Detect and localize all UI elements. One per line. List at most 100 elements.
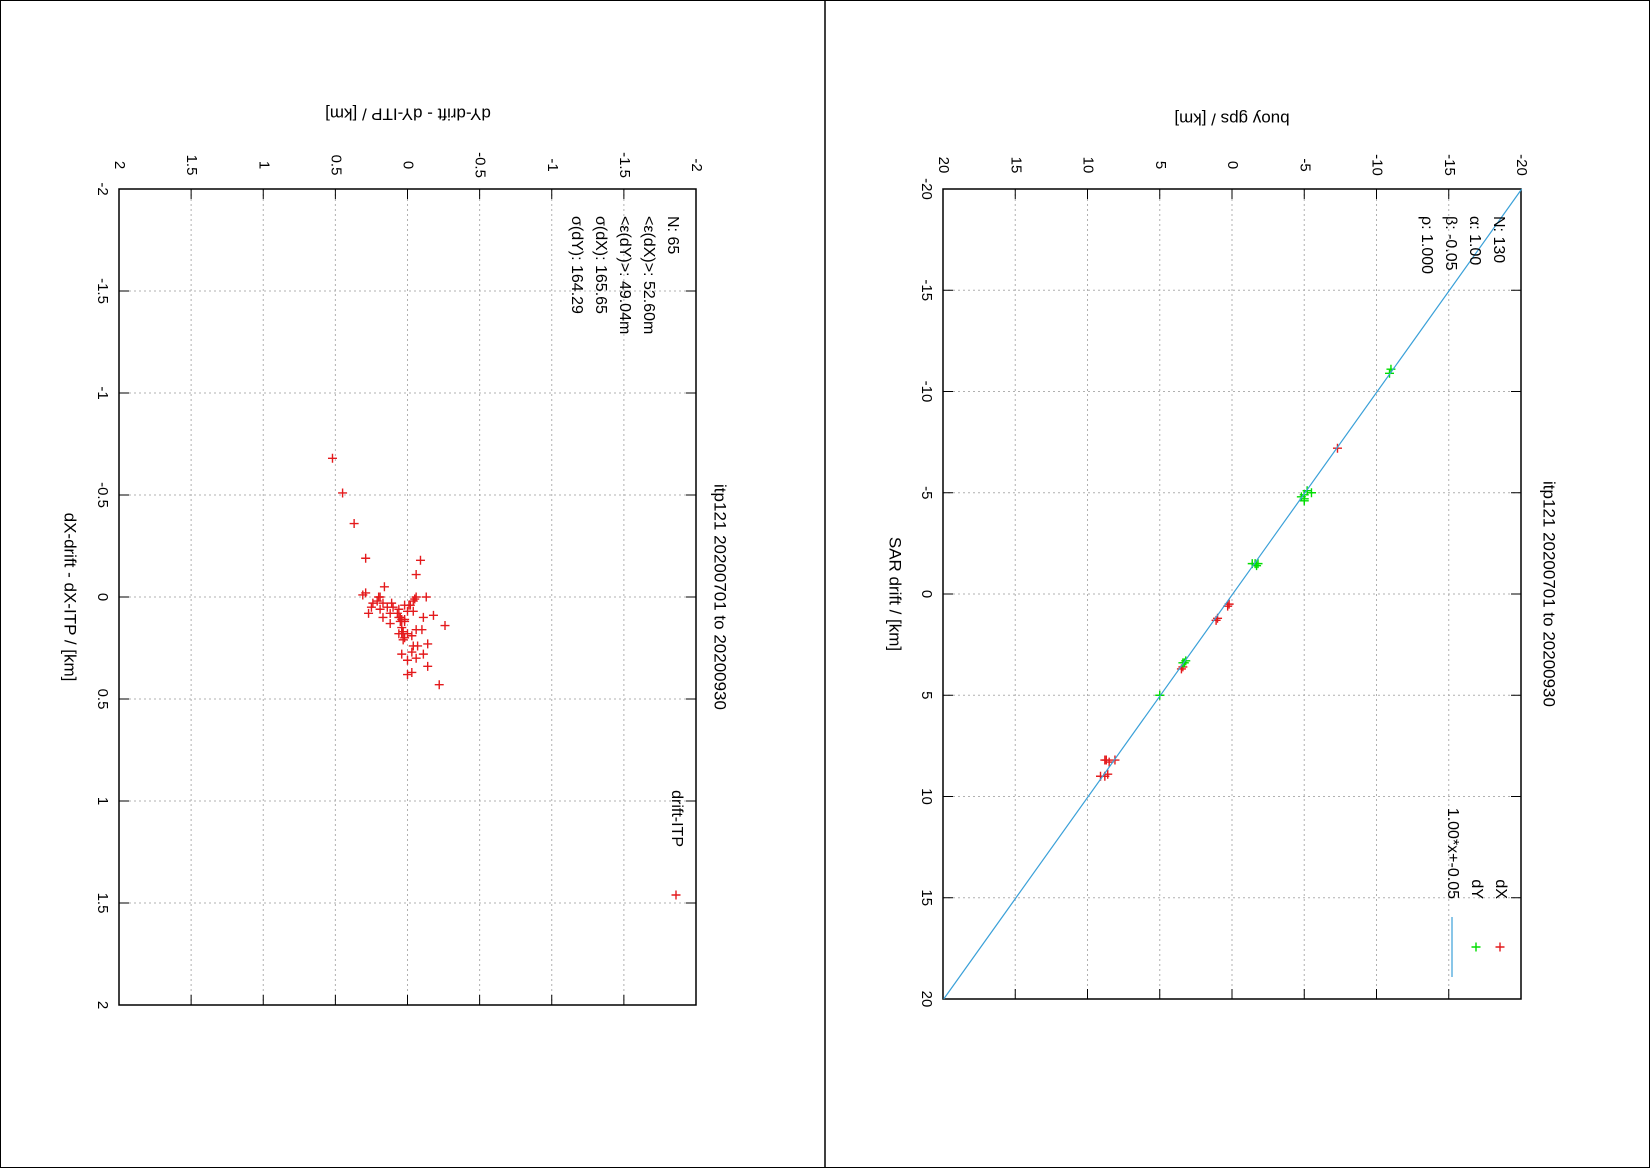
legend-swatch [671,890,681,900]
data-point-drift-itp [421,592,431,602]
data-point-drift-itp [382,602,392,612]
data-point-drift-itp [366,602,376,612]
legend-swatch [1495,942,1505,952]
x-tick-label-left: 1.5 [94,893,111,914]
data-point-drift-itp [418,612,428,622]
y-tick-label-right: -15 [1441,154,1458,176]
data-point-drift-itp [378,612,388,622]
legend-label: 1.00*x+-0.05 [1444,808,1461,899]
y-tick-label-left: -0.5 [472,152,489,178]
y-tick-label-left: 0.5 [327,155,344,176]
data-point-drift-itp [398,635,408,645]
chart-title-left: itp121 20200701 to 20200930 [711,484,730,710]
data-point-drift-itp [428,610,438,620]
chart-title-right: itp121 20200701 to 20200930 [1540,481,1559,707]
y-tick-label-right: -5 [1296,158,1313,171]
x-tick-label-left: -2 [94,182,111,195]
x-tick-label-right: 0 [918,590,935,598]
data-point-drift-itp [408,641,418,651]
data-point-drift-itp [361,553,371,563]
series-left [327,453,450,690]
y-tick-label-left: -1.5 [616,152,633,178]
legend-label: drift-ITP [668,790,685,847]
data-point-drift-itp [400,600,410,610]
x-tick-label-right: -15 [918,279,935,301]
data-point-drift-itp [385,619,395,629]
legend-right: dX dY 1.00*x+-0.05 [1444,808,1509,977]
data-point-drift-itp [374,592,384,602]
data-point-drift-itp [394,604,404,614]
legend-label: dY [1468,879,1485,899]
fit-line [943,188,1523,1000]
data-point-drift-itp [411,570,421,580]
data-point-drift-itp [398,627,408,637]
legend-left: drift-ITP [668,790,685,900]
data-point-drift-itp [418,649,428,659]
data-point-drift-itp [417,625,427,635]
data-point-drift-itp [349,519,359,529]
y-tick-label-left: -1 [544,158,561,171]
stats-line: σ(dX): 165.65 [592,216,609,314]
ticks-left: -2 -1.5 -1 -0.5 0 0.5 1 1.5 2 -2 -1.5 -1 -0.5 0 0.5 1 1.… [94,152,705,1009]
x-tick-label-left: 1 [94,797,111,805]
data-point-drift-itp [407,647,417,657]
x-tick-label-left: -0.5 [94,482,111,508]
data-point-drift-itp [387,598,397,608]
y-tick-label-right: 15 [1007,157,1024,174]
data-point-drift-itp [364,608,374,618]
y-axis-label-right: buoy gps / [km] [1174,110,1289,129]
x-tick-label-right: -10 [918,381,935,403]
y-tick-label-left: -2 [688,158,705,171]
y-tick-label-left: 1 [255,161,272,169]
data-point-drift-itp [440,621,450,631]
legend-label: dX [1492,879,1509,899]
x-tick-label-left: 0.5 [94,689,111,710]
data-point-drift-itp [423,661,433,671]
y-tick-label-right: -10 [1369,154,1386,176]
stats-line: N: 130 [1490,216,1507,263]
x-tick-label-right: -20 [918,178,935,200]
chart-panel-left: -2 -1.5 -1 -0.5 0 0.5 1 1.5 2 -2 -1.5 -1 -0.5 0 0.5 1 1.… [61,105,730,1010]
data-point-drift-itp [407,631,417,641]
data-point-dx [1100,755,1110,765]
gridlines-left [119,189,696,1005]
data-point-drift-itp [407,667,417,677]
stats-box-right: N: 130 α: 1.00 β: -0.05 ρ: 1.000 [1418,216,1507,274]
data-point-drift-itp [395,616,405,626]
y-tick-label-right: 10 [1080,157,1097,174]
y-tick-label-left: 0 [400,161,417,169]
gridlines-right [943,189,1521,999]
x-tick-label-right: 10 [918,788,935,805]
data-point-drift-itp [410,594,420,604]
data-point-drift-itp [372,596,382,606]
stats-line: α: 1.00 [1466,216,1483,265]
y-tick-label-right: 20 [935,157,952,174]
x-tick-label-right: 15 [918,889,935,906]
stats-line: N: 65 [664,216,681,254]
stats-line: β: -0.05 [1442,216,1459,271]
data-point-drift-itp [423,639,433,649]
data-point-drift-itp [400,633,410,643]
data-point-drift-itp [403,606,412,616]
data-point-drift-itp [379,582,389,592]
stats-line: σ(dY): 164.29 [568,216,585,314]
x-tick-label-right: 20 [918,991,935,1008]
data-point-drift-itp [327,453,337,463]
x-tick-label-left: -1.5 [94,278,111,304]
data-point-drift-itp [375,604,385,614]
x-tick-label-left: 0 [94,593,111,601]
data-point-drift-itp [415,555,425,565]
data-point-dy [1306,488,1316,498]
stats-line: ρ: 1.000 [1418,216,1435,274]
x-tick-label-left: -1 [94,386,111,399]
y-tick-label-left: 2 [111,161,128,169]
data-point-drift-itp [338,488,348,498]
data-point-dy [1299,496,1309,506]
data-point-drift-itp [385,608,395,618]
legend-swatch [1471,942,1481,952]
y-tick-label-right: -20 [1513,154,1530,176]
x-axis-label-left: dX-drift - dX-ITP / [km] [61,513,80,682]
